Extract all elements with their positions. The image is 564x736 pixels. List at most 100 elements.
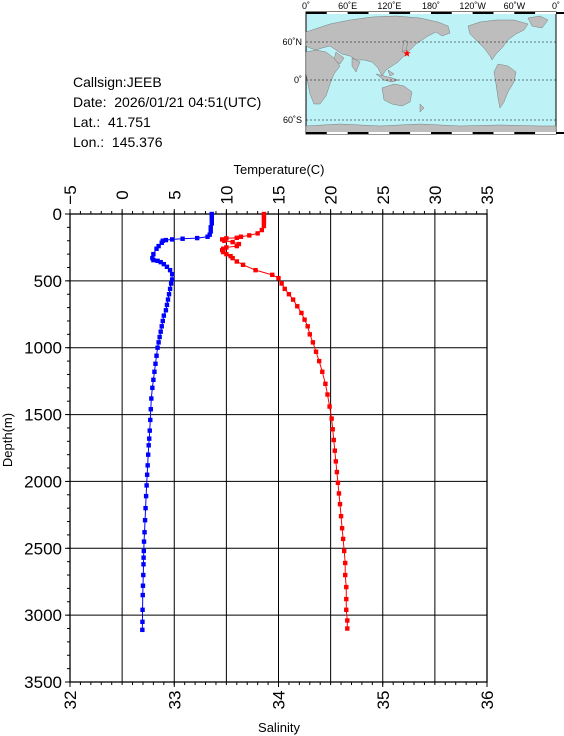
temperature-data-point: [161, 313, 167, 318]
station-info: Callsign:JEEB Date: 2026/01/21 04:51(UTC…: [73, 72, 261, 152]
temperature-data-point: [165, 297, 171, 302]
temperature-data-point: [152, 369, 157, 374]
salinity-axis-label: Salinity: [258, 720, 300, 735]
depth-tick-labels: 0 500 1000 1500 2000 2500 3000 3500: [24, 205, 62, 692]
temperature-data-point: [163, 308, 169, 313]
temperature-data-point: [150, 385, 155, 391]
salinity-data-point: [331, 437, 336, 443]
salinity-data-point: [276, 275, 281, 281]
temperature-data-point: [209, 221, 214, 226]
salinity-data-point: [230, 239, 235, 245]
salinity-data-point: [279, 281, 284, 286]
temperature-data-point: [164, 302, 170, 308]
depth-tick-label: 1000: [24, 339, 62, 358]
salinity-data-point: [259, 227, 265, 233]
salinity-data-point: [332, 448, 337, 453]
data-series: [140, 211, 350, 633]
salinity-data-point: [341, 548, 347, 554]
temperature-data-point: [151, 251, 156, 257]
salinity-data-point: [343, 560, 348, 566]
salinity-data-point: [307, 332, 312, 337]
salinity-tick-label: 32: [61, 691, 80, 710]
date-text: Date: 2026/01/21 04:51(UTC): [73, 94, 262, 110]
salinity-data-point: [339, 526, 345, 531]
salinity-data-point: [221, 249, 226, 255]
temperature-data-point: [169, 271, 175, 277]
temperature-data-point: [155, 258, 160, 263]
temperature-data-point: [141, 539, 147, 544]
salinity-data-point: [316, 358, 322, 364]
temperature-data-point: [140, 627, 145, 633]
salinity-data-point: [247, 233, 252, 238]
salinity-data-point: [313, 349, 319, 354]
salinity-tick-label: 36: [478, 691, 497, 710]
salinity-data-point: [345, 618, 350, 623]
salinity-data-point: [344, 584, 349, 590]
salinity-data-point: [334, 469, 340, 475]
salinity-data-point: [230, 255, 235, 261]
salinity-data-point: [290, 297, 296, 302]
salinity-data-point: [305, 324, 310, 329]
temperature-data-point: [148, 407, 153, 412]
temperature-data-point: [208, 229, 213, 234]
salinity-data-point: [255, 231, 260, 236]
salinity-data-point: [336, 491, 342, 496]
salinity-data-point: [282, 286, 287, 292]
salinity-data-point: [329, 416, 334, 421]
temperature-data-point: [141, 548, 147, 554]
temperature-data-point: [140, 583, 146, 588]
temperature-tick-label: 20: [322, 186, 341, 205]
depth-tick-label: 3000: [24, 606, 62, 625]
temperature-data-point: [140, 592, 145, 598]
temperature-data-point: [141, 562, 146, 567]
temperature-data-point: [208, 225, 213, 230]
salinity-data-point: [337, 501, 343, 507]
temperature-data-point: [140, 607, 145, 612]
temperature-tick-label: 0: [113, 190, 132, 199]
temperature-data-point: [145, 452, 151, 457]
temperature-tick-labels: −5 0 5 10 15 20 25 30 35: [61, 185, 497, 204]
temperature-data-point: [143, 505, 148, 511]
temperature-tick-label: 30: [426, 186, 445, 205]
temperature-data-point: [151, 257, 156, 263]
temperature-data-point: [155, 345, 160, 350]
depth-tick-label: 1500: [24, 406, 62, 425]
temperature-data-point: [147, 436, 152, 441]
salinity-profile-line: [220, 214, 348, 629]
temperature-data-point: [169, 237, 175, 242]
chart-ticks: [65, 209, 488, 687]
temperature-data-point: [205, 234, 210, 239]
salinity-data-point: [330, 427, 335, 432]
temperature-data-point: [144, 483, 149, 488]
salinity-data-point: [299, 310, 304, 316]
temperature-data-point: [168, 281, 174, 286]
temperature-data-point: [142, 518, 148, 523]
salinity-data-point: [335, 480, 341, 485]
temperature-data-point: [145, 463, 150, 468]
temperature-tick-label: 15: [270, 186, 289, 205]
salinity-data-point: [343, 572, 348, 578]
temperature-data-point: [167, 267, 173, 273]
temperature-data-point: [154, 353, 159, 358]
temperature-data-point: [161, 261, 167, 267]
temperature-data-point: [153, 361, 158, 366]
chart-grid: [69, 213, 488, 683]
temperature-data-point: [149, 396, 154, 401]
salinity-data-point: [238, 234, 244, 239]
callsign-text: Callsign:JEEB: [73, 74, 162, 90]
salinity-data-point: [323, 381, 328, 387]
temperature-data-point: [167, 286, 173, 292]
temperature-data-point: [169, 277, 175, 282]
temperature-data-point: [141, 555, 146, 560]
temperature-data-point: [180, 236, 185, 241]
temperature-data-point: [209, 215, 214, 220]
temperature-data-point: [159, 240, 164, 245]
temperature-data-point: [147, 428, 152, 433]
salinity-data-point: [261, 216, 267, 221]
temperature-data-point: [154, 246, 159, 251]
salinity-data-point: [222, 238, 227, 243]
salinity-data-point: [240, 262, 246, 268]
temperature-tick-label: −5: [61, 185, 80, 204]
temperature-tick-label: 10: [217, 186, 236, 205]
